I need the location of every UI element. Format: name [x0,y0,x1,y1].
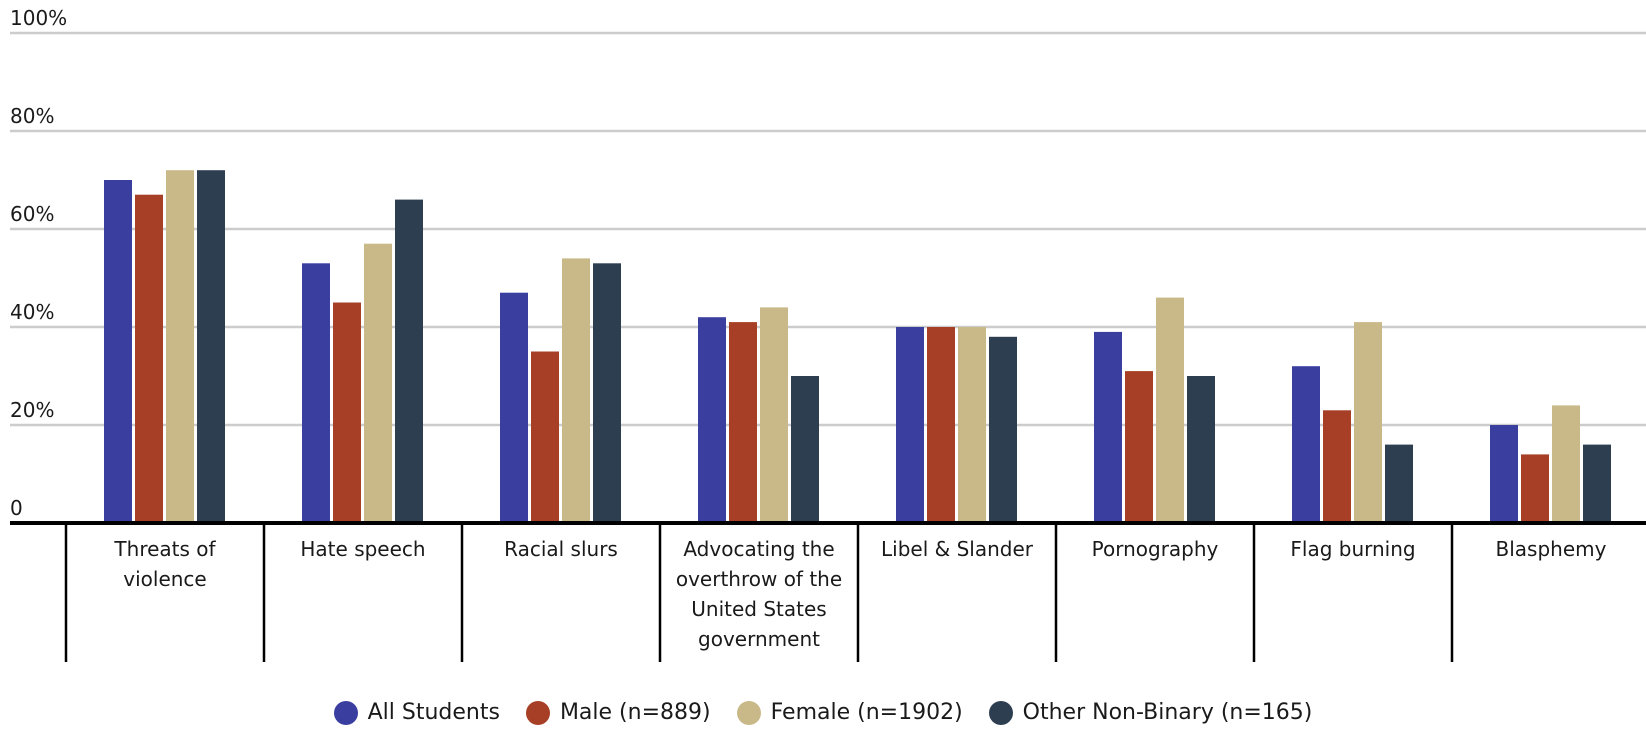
x-tick-label: Pornography [1092,537,1219,561]
y-tick-label: 0 [10,496,23,520]
x-tick-label: Racial slurs [504,537,618,561]
legend-item-other-non-binary: Other Non-Binary (n=165) [988,700,1313,725]
bar [197,170,225,523]
bar [1385,444,1413,523]
bar [989,336,1017,523]
bar [166,170,194,523]
legend-label-male: Male (n=889) [559,700,711,725]
bar [333,302,361,523]
bar [1490,425,1518,523]
bar [500,292,528,523]
bar-chart: 0 20% 40% 60% 80% 100% Threats of violence Hate … [10,6,1646,662]
legend-label-other-non-binary: Other Non-Binary (n=165) [1022,700,1313,725]
bar [531,351,559,523]
x-tick-label-line: Libel & Slander [881,537,1034,561]
legend-swatch-female [736,700,761,725]
bar [135,194,163,523]
bar [364,243,392,523]
x-tick-label: Hate speech [300,537,425,561]
x-tick-label: Advocating the overthrow of the United Sta… [676,537,842,651]
legend-label-all-students: All Students [367,700,500,725]
x-tick-label-line: Blasphemy [1496,537,1607,561]
bar [958,327,986,523]
x-tick-label: Libel & Slander [881,537,1034,561]
bar [1323,410,1351,523]
x-tick-label-line: Advocating the [683,537,834,561]
x-tick-label-line: violence [123,567,206,591]
x-tick-label: Flag burning [1290,537,1415,561]
y-tick-label: 60% [10,202,54,226]
bar [1094,331,1122,523]
legend: All Students Male (n=889) Female (n=1902… [0,700,1646,725]
legend-item-female: Female (n=1902) [736,700,963,725]
x-tick-label-line: overthrow of the [676,567,842,591]
y-tick-label: 100% [10,6,67,30]
bar [729,322,757,523]
y-tick-label: 80% [10,104,54,128]
bar [395,199,423,523]
legend-label-female: Female (n=1902) [770,700,963,725]
bar [1354,322,1382,523]
x-tick-label-line: Hate speech [300,537,425,561]
bar [1552,405,1580,523]
y-tick-label: 40% [10,300,54,324]
bar [104,180,132,523]
x-tick-label-line: Flag burning [1290,537,1415,561]
bar [1187,376,1215,523]
bar [1521,454,1549,523]
legend-item-male: Male (n=889) [525,700,711,725]
legend-item-all-students: All Students [333,700,500,725]
x-tick-label-line: Pornography [1092,537,1219,561]
bar [562,258,590,523]
bar [1125,371,1153,523]
bar [593,263,621,523]
bar [1583,444,1611,523]
legend-swatch-all-students [333,700,358,725]
x-tick-label: Blasphemy [1496,537,1607,561]
bar [698,317,726,523]
bar [927,327,955,523]
bar [1292,366,1320,523]
bar [896,327,924,523]
y-tick-label: 20% [10,398,54,422]
bar [791,376,819,523]
x-tick-label: Threats of violence [113,537,216,591]
bar [1156,297,1184,523]
x-tick-label-line: Racial slurs [504,537,618,561]
x-tick-label-line: United States [691,597,826,621]
bar [760,307,788,523]
legend-swatch-male [525,700,550,725]
legend-swatch-other-non-binary [988,700,1013,725]
x-tick-label-line: Threats of [113,537,216,561]
bar [302,263,330,523]
x-tick-label-line: government [698,627,820,651]
